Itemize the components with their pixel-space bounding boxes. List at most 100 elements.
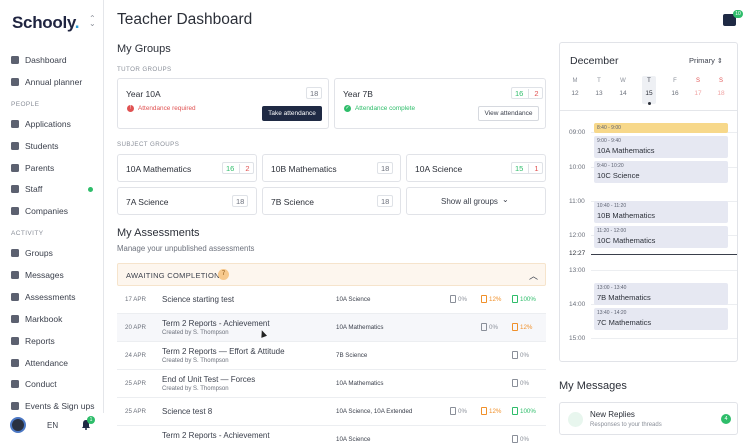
progress-not-started: 0% bbox=[481, 323, 498, 331]
group-card-year-10a[interactable]: Year 10A 18 ! Attendance required Take at… bbox=[117, 78, 329, 129]
sidebar-item-applications[interactable]: Applications bbox=[11, 116, 99, 132]
day-cell-today[interactable]: 15 bbox=[645, 90, 653, 97]
table-row[interactable]: 25 APR Science test 8 10A Science, 10A E… bbox=[117, 398, 546, 426]
table-row[interactable]: 20 APR Term 2 Reports - Achievement Crea… bbox=[117, 314, 546, 342]
reports-icon bbox=[11, 337, 19, 345]
show-all-groups-button[interactable]: Show all groups ⌄ bbox=[406, 187, 546, 215]
table-row[interactable]: 24 APR Term 2 Reports — Effort & Attitud… bbox=[117, 342, 546, 370]
groups-title: My Groups bbox=[117, 43, 171, 55]
notification-badge: 1 bbox=[87, 416, 95, 424]
chat-badge: 10 bbox=[733, 10, 743, 18]
progress-not-started: 0% bbox=[512, 435, 529, 443]
group-card-10a-science[interactable]: 10A Science 15 1 bbox=[406, 154, 546, 182]
applications-icon bbox=[11, 120, 19, 128]
day-cell[interactable]: 17 bbox=[694, 90, 702, 97]
current-time-line bbox=[591, 254, 737, 255]
progress-not-started: 0% bbox=[512, 379, 529, 387]
replies-count-badge: 4 bbox=[721, 414, 731, 424]
table-row[interactable]: Term 2 Reports - Achievement 10A Science… bbox=[117, 426, 546, 443]
sidebar-item-dashboard[interactable]: Dashboard bbox=[11, 52, 99, 68]
table-row[interactable]: 25 APR End of Unit Test — Forces Created… bbox=[117, 370, 546, 398]
day-cell[interactable]: 16 bbox=[671, 90, 679, 97]
sidebar-item-markbook[interactable]: Markbook bbox=[11, 311, 99, 327]
today-highlight bbox=[642, 76, 656, 104]
current-time-label: 12:27 bbox=[569, 250, 586, 257]
sidebar-section-people: PEOPLE bbox=[11, 101, 40, 108]
progress-complete: 100% bbox=[512, 295, 536, 303]
switch-chevron-icon[interactable]: ⌃ ⌄ bbox=[89, 14, 96, 28]
chevron-up-icon[interactable]: ︿ bbox=[529, 271, 539, 281]
group-card-10a-mathematics[interactable]: 10A Mathematics 16 2 bbox=[117, 154, 257, 182]
sidebar-item-assessments[interactable]: Assessments bbox=[11, 289, 99, 305]
messages-title: My Messages bbox=[559, 380, 627, 392]
sidebar-item-annual-planner[interactable]: Annual planner bbox=[11, 74, 99, 90]
new-replies-card[interactable]: New Replies Responses to your threads 4 bbox=[559, 402, 738, 435]
table-row[interactable]: 17 APR Science starting test 10A Science… bbox=[117, 286, 546, 314]
alert-icon: ! bbox=[127, 105, 134, 112]
take-attendance-button[interactable]: Take attendance bbox=[262, 106, 322, 121]
online-dot bbox=[88, 186, 93, 192]
students-icon bbox=[11, 142, 19, 150]
sidebar-item-reports[interactable]: Reports bbox=[11, 333, 99, 349]
group-count: 18 bbox=[306, 87, 323, 99]
calendar-event[interactable]: 8:40 - 9:00 bbox=[594, 123, 728, 133]
calendar-event[interactable]: 9:00 - 9:40 10A Mathematics bbox=[594, 136, 728, 158]
sidebar-item-groups[interactable]: Groups bbox=[11, 245, 99, 261]
day-cell[interactable]: 14 bbox=[619, 90, 627, 97]
sidebar-item-parents[interactable]: Parents bbox=[11, 160, 99, 176]
calendar-event[interactable]: 9:40 - 10:20 10C Science bbox=[594, 161, 728, 183]
attendance-status: ! Attendance required bbox=[127, 105, 196, 112]
awaiting-count-badge: 7 bbox=[218, 269, 229, 280]
sidebar-item-events[interactable]: Events & Sign ups bbox=[11, 398, 99, 414]
assessments-title: My Assessments bbox=[117, 227, 200, 239]
progress-in-progress: 12% bbox=[481, 407, 501, 415]
check-icon: ✓ bbox=[344, 105, 351, 112]
avatar[interactable] bbox=[10, 417, 26, 433]
awaiting-completion-header[interactable]: AWAITING COMPLETION 7 ︿ bbox=[117, 263, 546, 286]
view-attendance-button[interactable]: View attendance bbox=[478, 106, 539, 121]
assessments-icon bbox=[11, 293, 19, 301]
app-logo[interactable]: Schooly. bbox=[12, 13, 80, 32]
day-cell[interactable]: 12 bbox=[571, 90, 579, 97]
sidebar: Schooly. ⌃ ⌄ Dashboard Annual planner PEO… bbox=[0, 0, 104, 443]
language-selector[interactable]: EN bbox=[47, 421, 59, 430]
sidebar-item-companies[interactable]: Companies bbox=[11, 203, 99, 219]
calendar-event[interactable]: 10:40 - 11:20 10B Mathematics bbox=[594, 201, 728, 223]
sidebar-item-staff[interactable]: Staff bbox=[11, 181, 99, 197]
chat-icon[interactable] bbox=[723, 14, 736, 26]
progress-in-progress: 12% bbox=[512, 323, 532, 331]
sidebar-item-conduct[interactable]: Conduct bbox=[11, 376, 99, 392]
conduct-icon bbox=[11, 380, 19, 388]
progress-not-started: 0% bbox=[450, 295, 467, 303]
calendar-month: December bbox=[570, 55, 619, 67]
chevron-updown-icon: ⇕ bbox=[716, 58, 723, 65]
parents-icon bbox=[11, 164, 19, 172]
school-selector[interactable]: Primary ⇕ bbox=[689, 56, 723, 65]
sidebar-item-messages[interactable]: Messages bbox=[11, 267, 99, 283]
replies-icon bbox=[568, 412, 583, 427]
calendar-event[interactable]: 11:20 - 12:00 10C Mathematics bbox=[594, 226, 728, 248]
companies-icon bbox=[11, 207, 19, 215]
calendar-event[interactable]: 13:40 - 14:20 7C Mathematics bbox=[594, 308, 728, 330]
day-cell[interactable]: 13 bbox=[595, 90, 603, 97]
calendar-icon bbox=[11, 78, 19, 86]
progress-in-progress: 12% bbox=[481, 295, 501, 303]
group-card-7b-science[interactable]: 7B Science 18 bbox=[262, 187, 401, 215]
progress-complete: 100% bbox=[512, 407, 536, 415]
progress-not-started: 0% bbox=[512, 351, 529, 359]
calendar-event[interactable]: 13:00 - 13:40 7B Mathematics bbox=[594, 283, 728, 305]
staff-icon bbox=[11, 185, 19, 193]
page-title: Teacher Dashboard bbox=[117, 11, 253, 28]
sidebar-item-students[interactable]: Students bbox=[11, 138, 99, 154]
today-dot bbox=[648, 102, 651, 105]
attendance-status: ✓ Attendance complete bbox=[344, 105, 416, 112]
group-card-year-7b[interactable]: Year 7B 16 2 ✓ Attendance complete View at… bbox=[334, 78, 546, 129]
progress-not-started: 0% bbox=[450, 407, 467, 415]
dashboard-icon bbox=[11, 56, 19, 64]
group-card-7a-science[interactable]: 7A Science 18 bbox=[117, 187, 257, 215]
assessments-subtitle: Manage your unpublished assessments bbox=[117, 244, 255, 253]
day-cell[interactable]: 18 bbox=[717, 90, 725, 97]
sidebar-item-attendance[interactable]: Attendance bbox=[11, 355, 99, 371]
group-card-10b-mathematics[interactable]: 10B Mathematics 18 bbox=[262, 154, 401, 182]
attendance-icon bbox=[11, 359, 19, 367]
